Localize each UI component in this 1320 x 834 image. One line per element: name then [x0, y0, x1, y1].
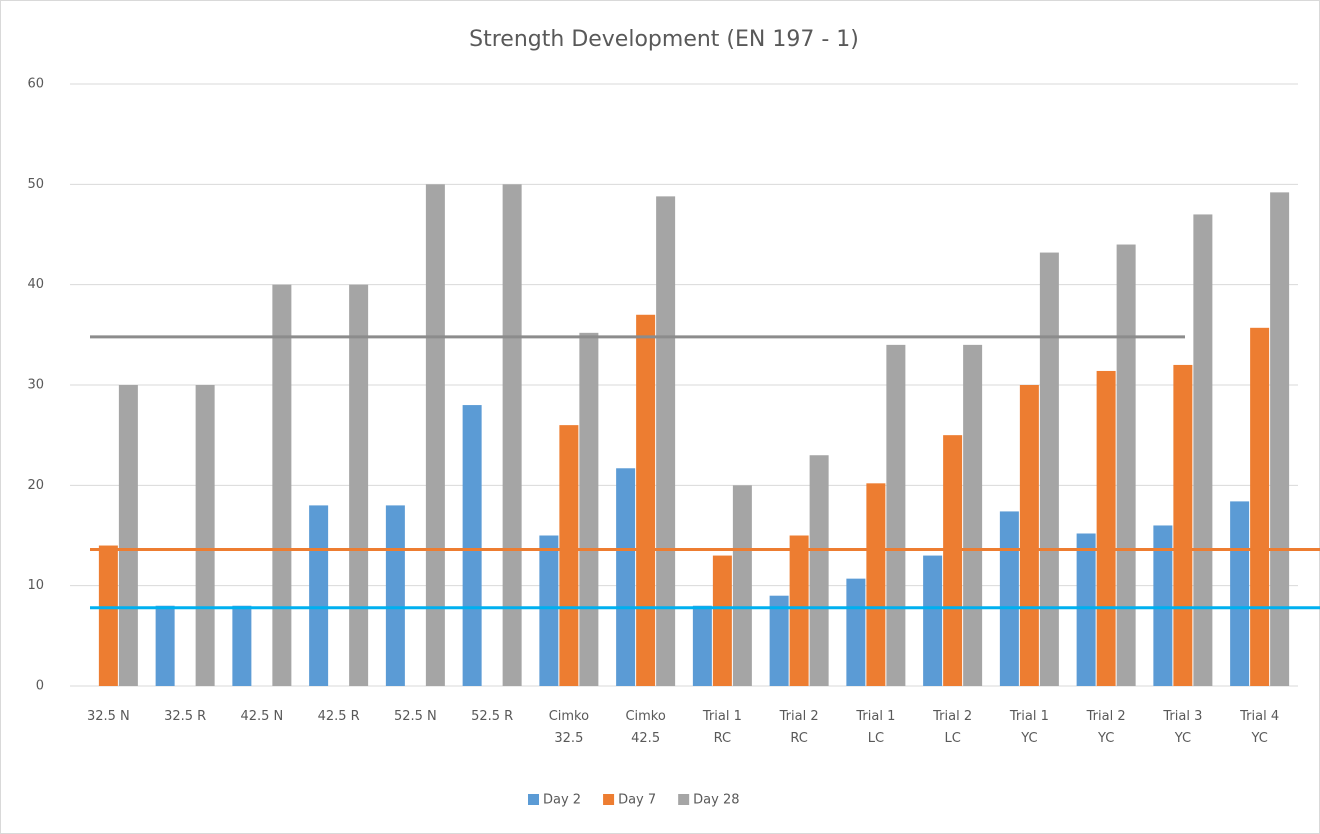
x-tick-label: 32.5 R: [164, 709, 207, 724]
bar: [886, 344, 906, 686]
bar: [769, 595, 789, 686]
bar: [118, 385, 138, 686]
x-tick-label: Trial 4 YC: [1240, 709, 1280, 746]
x-tick-label: Trial 2 YC: [1086, 709, 1126, 746]
bar: [1076, 533, 1096, 686]
bar: [385, 505, 405, 686]
bar: [272, 284, 292, 686]
bar: [1173, 364, 1193, 686]
x-tick-label: Trial 2 RC: [779, 709, 819, 746]
bar: [195, 385, 215, 686]
bar: [559, 425, 579, 686]
legend-swatch: [678, 794, 690, 805]
legend-label: Day 2: [543, 793, 581, 808]
y-tick-label: 20: [27, 478, 44, 493]
bar: [712, 555, 732, 686]
y-tick-label: 10: [27, 578, 44, 593]
bar: [1019, 385, 1039, 686]
bar: [1193, 214, 1213, 686]
x-tick-label: 52.5 R: [471, 709, 514, 724]
bar: [425, 184, 445, 687]
bar: [502, 184, 522, 687]
bar: [539, 535, 559, 686]
x-tick-label: Cimko 42.5: [625, 709, 666, 746]
bar: [1116, 244, 1136, 687]
bar: [732, 485, 752, 686]
bar: [692, 605, 712, 686]
bar: [232, 605, 252, 686]
x-tick-label: Cimko 32.5: [548, 709, 590, 746]
bar: [155, 605, 175, 686]
y-tick-label: 30: [27, 378, 44, 393]
y-tick-label: 60: [27, 77, 44, 92]
legend-label: Day 28: [693, 793, 739, 808]
bar: [616, 468, 636, 686]
y-tick-label: 0: [36, 679, 44, 694]
bar: [98, 545, 118, 686]
bar: [579, 332, 599, 686]
legend-label: Day 7: [618, 793, 656, 808]
y-tick-label: 40: [27, 277, 44, 292]
bar: [1230, 501, 1250, 686]
bar: [1153, 525, 1173, 686]
x-tick-label: 42.5 R: [317, 709, 360, 724]
bar: [1250, 327, 1270, 686]
bar: [999, 511, 1019, 686]
y-tick-label: 50: [27, 177, 44, 192]
bar: [636, 314, 656, 686]
bar: [846, 578, 866, 686]
x-tick-label: 32.5 N: [86, 709, 130, 724]
bar: [923, 555, 943, 686]
bar: [1096, 370, 1116, 686]
x-tick-label: Trial 1 YC: [1009, 709, 1049, 746]
bar: [1039, 252, 1059, 686]
bar: [656, 196, 676, 686]
bar: [789, 535, 809, 686]
bar: [866, 483, 886, 686]
x-tick-label: 52.5 N: [393, 709, 437, 724]
x-tick-label: Trial 1 RC: [702, 709, 742, 746]
bar: [462, 405, 482, 686]
legend-swatch: [603, 794, 615, 805]
bar: [1270, 192, 1290, 687]
x-tick-label: Trial 3 YC: [1163, 709, 1203, 746]
bar: [963, 344, 983, 686]
bar: [809, 455, 829, 686]
bar: [349, 284, 369, 686]
bar: [309, 505, 329, 686]
x-tick-label: 42.5 N: [240, 709, 284, 724]
legend-swatch: [528, 794, 539, 805]
x-tick-label: Trial 2 LC: [933, 709, 973, 746]
chart-title: Strength Development (EN 197 - 1): [469, 27, 859, 52]
x-tick-label: Trial 1 LC: [856, 709, 896, 746]
bar: [943, 435, 963, 686]
